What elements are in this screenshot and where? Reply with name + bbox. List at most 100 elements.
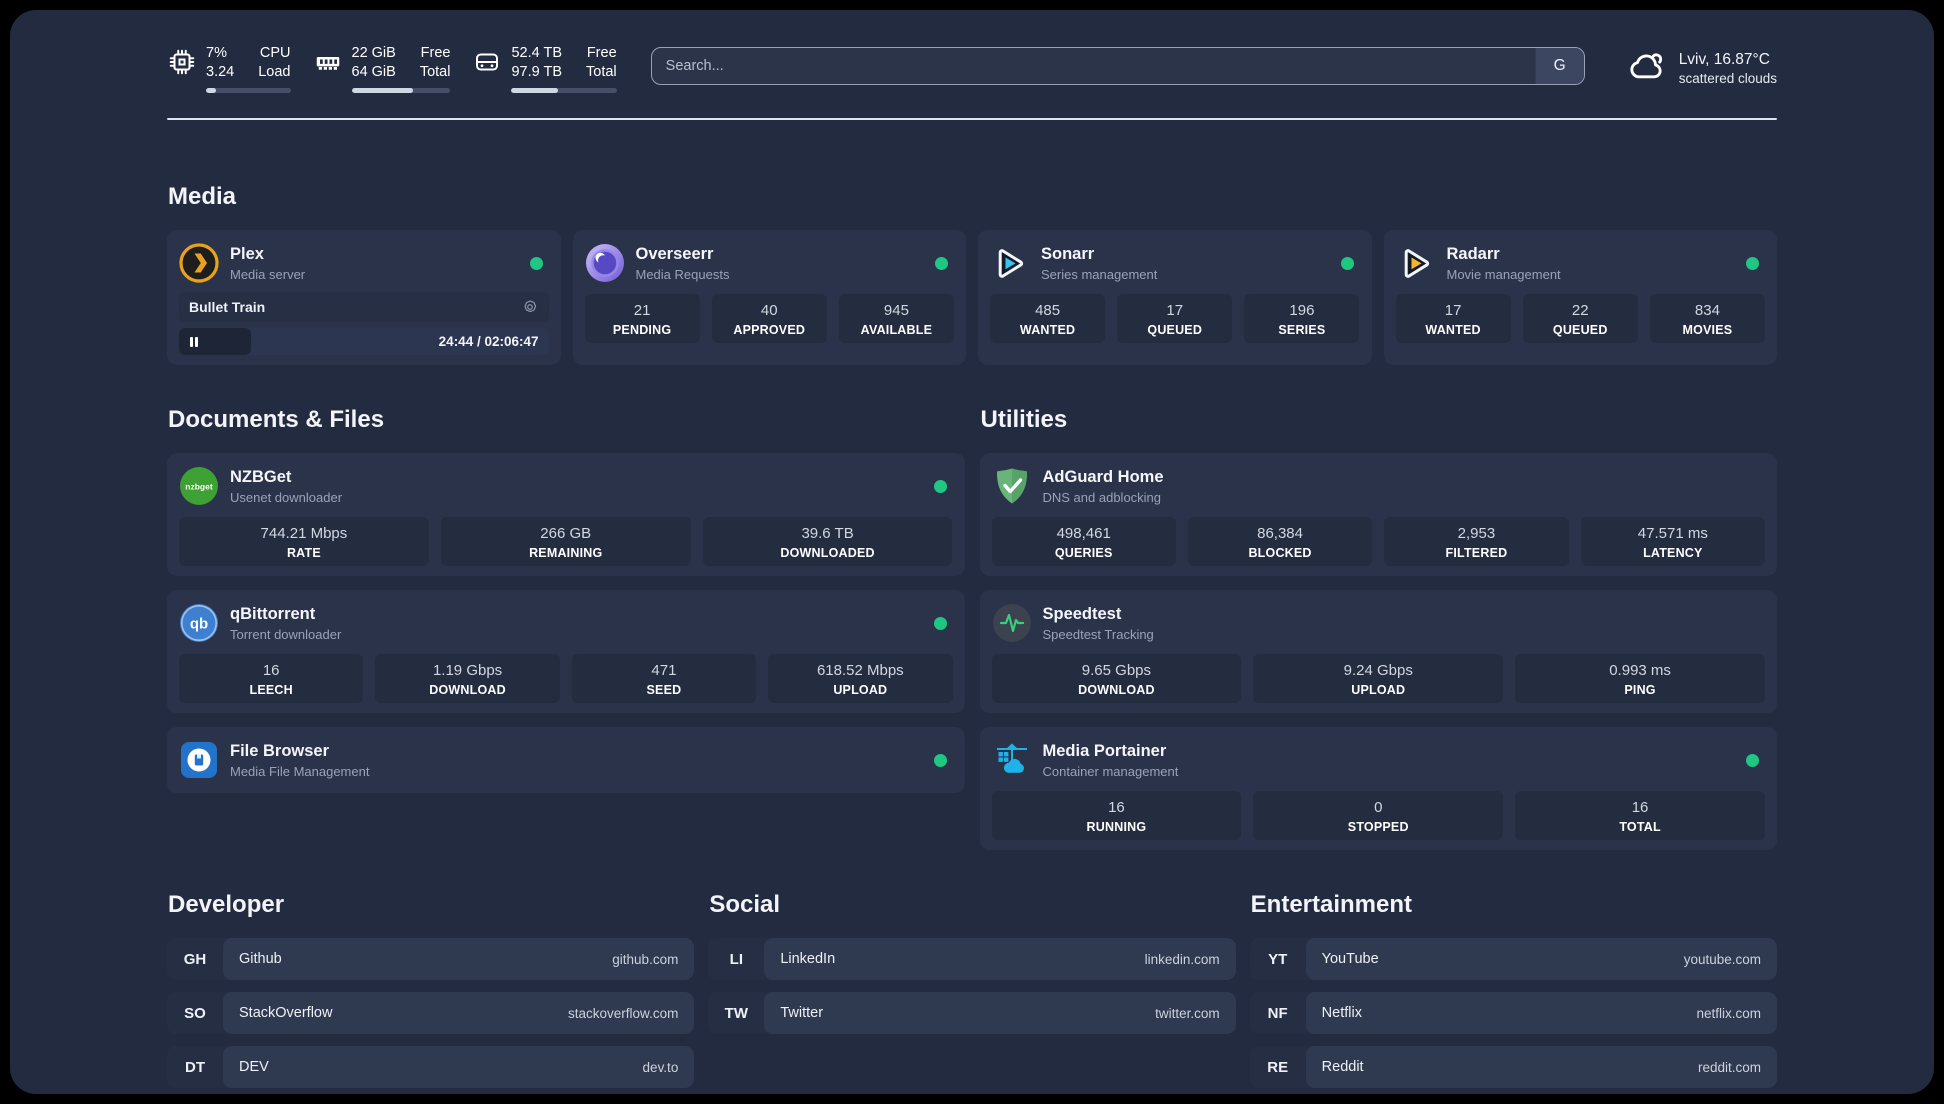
stat-box: 39.6 TB DOWNLOADED	[702, 517, 953, 566]
cpu-icon	[167, 47, 197, 77]
ram-stat-group: 22 GiB 64 GiB Free Total	[313, 44, 451, 93]
app-card-filebrowser[interactable]: File Browser Media File Management	[167, 727, 965, 793]
pause-icon[interactable]	[188, 336, 200, 348]
status-dot	[1746, 256, 1759, 270]
system-stats: 7% 3.24 CPU Load	[167, 44, 617, 93]
app-name: File Browser	[230, 741, 330, 760]
app-card-speedtest[interactable]: Speedtest Speedtest Tracking 9.65 Gbps D…	[979, 590, 1777, 713]
now-playing-progress-fill	[179, 328, 252, 355]
app-card-plex[interactable]: Plex Media server Bullet Train	[167, 230, 561, 365]
stat-box: 9.65 Gbps DOWNLOAD	[991, 654, 1242, 703]
stat-box: 498,461 QUERIES	[991, 517, 1176, 566]
weather-location-temp: Lviv, 16.87°C	[1678, 51, 1770, 68]
now-playing-title: Bullet Train	[189, 299, 266, 315]
status-dot	[935, 256, 948, 270]
disk-stat-group: 52.4 TB 97.9 TB Free Total	[472, 44, 617, 93]
app-card-sonarr[interactable]: Sonarr Series management 485 WANTED 17 Q…	[978, 230, 1372, 365]
bookmark-url: github.com	[612, 951, 679, 967]
ram-free-label: Free	[420, 45, 451, 61]
app-card-nzbget[interactable]: nzbget NZBGet Usenet downloader 744.21 M…	[167, 453, 965, 576]
app-name: Sonarr	[1041, 244, 1095, 263]
bookmark-name: Twitter	[780, 1005, 824, 1021]
ram-total-label: Total	[419, 64, 451, 80]
status-dot	[1340, 256, 1354, 270]
bookmark-url: dev.to	[642, 1059, 679, 1075]
bookmark-youtube[interactable]: YT YouTube youtube.com	[1249, 938, 1777, 980]
bookmark-name: YouTube	[1321, 951, 1379, 967]
app-description: Torrent downloader	[230, 626, 342, 642]
bookmark-netflix[interactable]: NF Netflix netflix.com	[1249, 992, 1777, 1034]
bookmark-url: stackoverflow.com	[568, 1005, 679, 1021]
bookmark-abbr: NF	[1267, 1004, 1288, 1022]
section-title-documents: Documents & Files	[168, 406, 385, 433]
search-engine-button[interactable]: G	[1534, 48, 1584, 84]
nzbget-icon: nzbget	[179, 466, 219, 506]
now-playing-progress-bar[interactable]: 24:44 / 02:06:47	[179, 328, 549, 355]
bookmark-dev[interactable]: DT DEV dev.to	[167, 1046, 695, 1088]
cpu-label: CPU	[259, 45, 291, 61]
section-title-utilities: Utilities	[980, 406, 1068, 433]
bookmark-abbr: GH	[183, 950, 207, 968]
app-description: Media server	[230, 266, 306, 282]
stat-box: 0 STOPPED	[1253, 791, 1504, 840]
ram-icon	[313, 47, 343, 77]
app-card-qbittorrent[interactable]: qb qBittorrent Torrent downloader 16 LEE…	[167, 590, 965, 713]
portainer-icon	[992, 740, 1032, 780]
svg-text:qb: qb	[190, 616, 208, 633]
section-entertainment: Entertainment YT YouTube youtube.com NF …	[1249, 890, 1777, 1088]
app-name: Media Portainer	[1042, 741, 1167, 760]
disk-free-label: Free	[586, 45, 617, 61]
app-name: qBittorrent	[230, 604, 316, 623]
filebrowser-icon	[179, 740, 219, 780]
app-description: Speedtest Tracking	[1042, 626, 1154, 642]
clouds-icon	[1627, 46, 1667, 91]
stat-box: 1.19 Gbps DOWNLOAD	[375, 654, 560, 703]
section-title-entertainment: Entertainment	[1250, 891, 1413, 918]
bookmark-abbr: YT	[1268, 950, 1288, 968]
adguard-icon	[992, 466, 1032, 506]
ram-progress-bar	[351, 88, 451, 93]
app-description: Media Requests	[635, 266, 730, 282]
weather-widget: Lviv, 16.87°C scattered clouds	[1627, 46, 1777, 91]
app-name: NZBGet	[230, 467, 292, 486]
bookmark-url: netflix.com	[1696, 1005, 1761, 1021]
now-playing-time: 24:44 / 02:06:47	[438, 334, 539, 349]
bookmark-abbr: DT	[185, 1058, 205, 1076]
disk-icon	[472, 47, 502, 77]
now-playing-settings-icon[interactable]	[521, 298, 539, 316]
bookmark-reddit[interactable]: RE Reddit reddit.com	[1249, 1046, 1777, 1088]
status-dot	[1746, 753, 1759, 767]
bookmark-twitter[interactable]: TW Twitter twitter.com	[708, 992, 1236, 1034]
bookmark-name: LinkedIn	[780, 951, 836, 967]
app-name: AdGuard Home	[1042, 467, 1164, 486]
app-card-radarr[interactable]: Radarr Movie management 17 WANTED 22 QUE…	[1383, 230, 1777, 365]
bookmark-stackoverflow[interactable]: SO StackOverflow stackoverflow.com	[167, 992, 695, 1034]
app-description: Usenet downloader	[230, 489, 343, 505]
bookmark-name: StackOverflow	[239, 1005, 333, 1021]
disk-progress-bar	[511, 88, 617, 93]
app-card-adguard[interactable]: AdGuard Home DNS and adblocking 498,461 …	[979, 453, 1777, 576]
app-description: Movie management	[1446, 266, 1561, 282]
search-input[interactable]	[650, 47, 1585, 85]
bookmark-url: linkedin.com	[1144, 951, 1220, 967]
disk-free-value: 52.4 TB	[511, 45, 563, 61]
weather-condition: scattered clouds	[1678, 71, 1777, 86]
load-label: Load	[258, 64, 291, 80]
sonarr-icon	[990, 243, 1030, 283]
section-title-developer: Developer	[168, 891, 285, 918]
bookmark-abbr: RE	[1267, 1058, 1289, 1076]
bookmark-abbr: LI	[729, 950, 743, 968]
stat-box: 744.21 Mbps RATE	[179, 517, 429, 566]
ram-total-value: 64 GiB	[351, 64, 396, 80]
bookmark-github[interactable]: GH Github github.com	[167, 938, 695, 980]
stat-box: 86,384 BLOCKED	[1187, 517, 1373, 566]
search-bar: G	[650, 47, 1585, 85]
stat-box: 40 APPROVED	[711, 294, 827, 343]
app-card-overseerr[interactable]: Overseerr Media Requests 21 PENDING 40 A…	[572, 230, 966, 365]
bookmark-linkedin[interactable]: LI LinkedIn linkedin.com	[708, 938, 1236, 980]
section-title-social: Social	[709, 891, 781, 918]
cpu-progress-bar	[206, 88, 291, 93]
app-card-portainer[interactable]: Media Portainer Container management 16 …	[979, 727, 1777, 850]
app-description: DNS and adblocking	[1042, 489, 1162, 505]
section-documents: Documents & Files nzbget NZBGet U	[167, 405, 965, 793]
